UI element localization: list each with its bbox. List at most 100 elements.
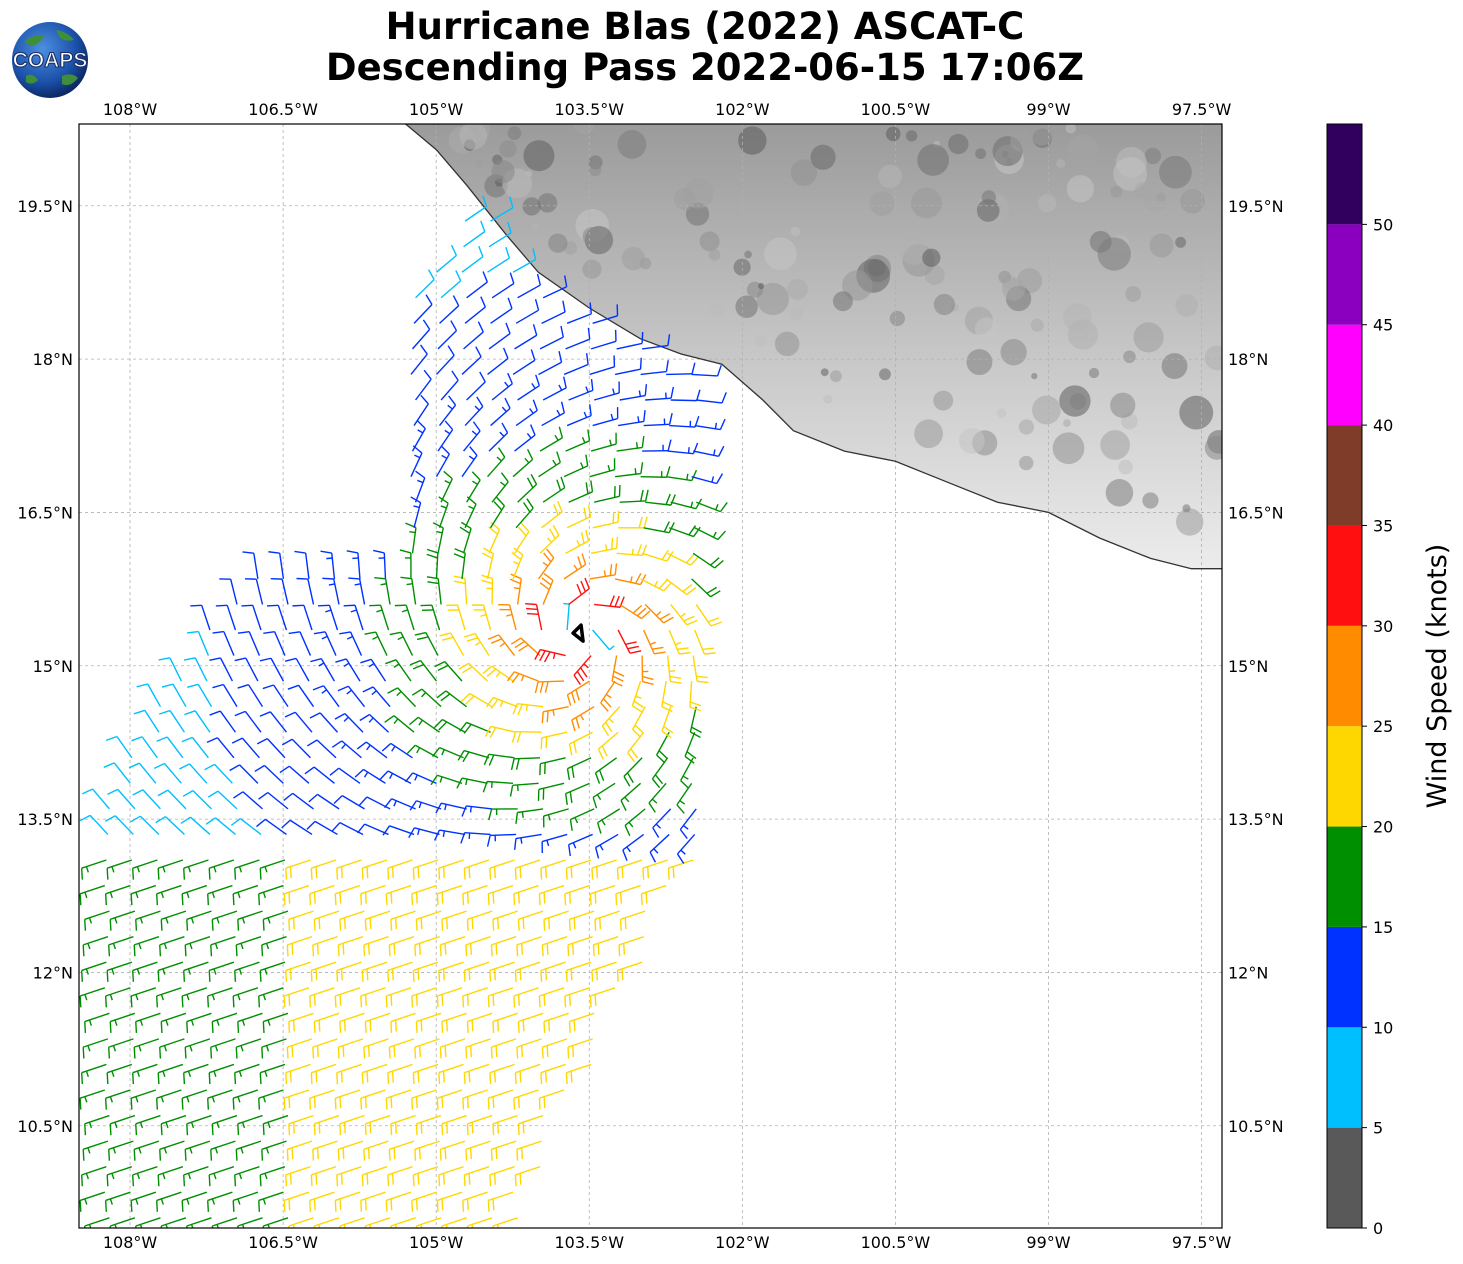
terrain-spot — [537, 193, 558, 213]
wind-barb — [534, 680, 565, 694]
terrain-spot — [1134, 182, 1151, 198]
wind-barb — [410, 344, 428, 375]
terrain-spot — [790, 306, 804, 320]
colorbar-frame — [1326, 123, 1363, 1229]
wind-barb — [498, 603, 517, 631]
wind-barb — [79, 884, 106, 906]
wind-barb — [614, 357, 642, 376]
coastline — [405, 124, 1222, 570]
terrain-shading — [431, 124, 1222, 536]
wind-barb — [510, 757, 541, 771]
wind-barb — [304, 766, 335, 784]
lon-tick-label-bottom: 106.5°W — [248, 1233, 318, 1252]
wind-barb — [490, 936, 517, 957]
wind-barb — [212, 683, 238, 708]
wind-barb — [694, 527, 727, 541]
colorbar-segment — [1327, 1127, 1362, 1228]
wind-barb — [256, 738, 286, 759]
wind-barb — [436, 1191, 463, 1212]
wind-barb — [288, 1012, 314, 1033]
wind-barb — [512, 248, 537, 273]
wind-barb — [644, 603, 674, 624]
wind-barb — [643, 521, 675, 534]
terrain-spot — [1063, 419, 1071, 427]
wind-barb — [566, 404, 592, 427]
wind-barb — [517, 374, 540, 401]
wind-barb — [181, 1089, 208, 1110]
wind-barb — [695, 604, 722, 627]
wind-barb — [414, 1038, 440, 1059]
wind-barb — [334, 884, 361, 906]
logo-text: COAPS — [13, 49, 88, 72]
wind-barb — [651, 757, 669, 789]
wind-barb — [210, 936, 236, 957]
wind-barb — [312, 685, 340, 708]
wind-barb — [420, 604, 441, 631]
wind-barb — [465, 1140, 491, 1161]
wind-barb — [695, 501, 728, 513]
wind-barb — [159, 709, 186, 733]
wind-barb — [619, 489, 649, 503]
wind-barb — [281, 738, 311, 759]
wind-barb — [617, 629, 642, 654]
wind-barb — [339, 1114, 365, 1136]
wind-barb — [313, 910, 340, 931]
terrain-spot — [1056, 158, 1066, 168]
map-frame — [78, 123, 1223, 1229]
wind-barb — [184, 1038, 211, 1059]
wind-barb — [205, 817, 236, 835]
wind-barb — [313, 631, 337, 656]
wind-barb — [309, 884, 335, 906]
wind-barb — [592, 510, 620, 529]
wind-barb — [590, 329, 617, 350]
terrain-spot — [905, 130, 918, 142]
wind-barb — [104, 1191, 131, 1212]
wind-barb — [667, 859, 694, 880]
wind-barb — [208, 961, 235, 982]
wind-barb — [597, 731, 619, 760]
wind-barb — [594, 833, 619, 859]
wind-barb — [354, 768, 386, 784]
terrain-spot — [790, 226, 801, 237]
wind-barb — [261, 1140, 287, 1161]
wind-barb — [259, 657, 285, 682]
wind-barb — [679, 808, 697, 840]
wind-barb — [364, 910, 391, 931]
wind-barb — [81, 788, 110, 810]
wind-barb — [309, 1191, 335, 1212]
lat-tick-label-right: 18°N — [1228, 350, 1268, 369]
wind-barb — [320, 550, 336, 579]
terrain-spot — [823, 394, 833, 404]
terrain-spot — [475, 158, 484, 168]
wind-barb — [132, 1063, 158, 1085]
wind-barb — [649, 833, 670, 863]
terrain-spot — [1010, 129, 1033, 152]
wind-barb — [132, 961, 158, 982]
wind-barb — [184, 710, 211, 733]
terrain-spot — [1019, 455, 1034, 471]
terrain-spot — [1059, 385, 1091, 417]
wind-barb — [106, 961, 133, 982]
wind-barb — [415, 1114, 442, 1136]
colorbar: 0 5 10 15 20 25 30 35 40 45 50 — [1326, 123, 1393, 1238]
wind-barb — [244, 578, 264, 605]
wind-barb — [539, 426, 564, 452]
wind-barb — [339, 1012, 365, 1033]
wind-barb — [537, 548, 555, 580]
lat-tick-label-left: 15°N — [33, 657, 73, 676]
wind-barb — [565, 529, 590, 554]
wind-barb — [181, 1191, 208, 1212]
wind-barb — [439, 395, 457, 426]
wind-barb — [566, 505, 592, 529]
terrain-spot — [790, 159, 818, 186]
wind-barb — [207, 1191, 233, 1212]
wind-barb — [624, 808, 646, 837]
terrain-spot — [1032, 395, 1061, 425]
wind-barb — [691, 364, 722, 377]
wind-barb — [285, 1063, 311, 1085]
wind-barb — [573, 655, 592, 686]
wind-barb — [438, 859, 464, 880]
wind-barb — [229, 764, 259, 784]
wind-barb — [642, 334, 671, 350]
lat-tick-label-right: 16.5°N — [1228, 503, 1284, 522]
